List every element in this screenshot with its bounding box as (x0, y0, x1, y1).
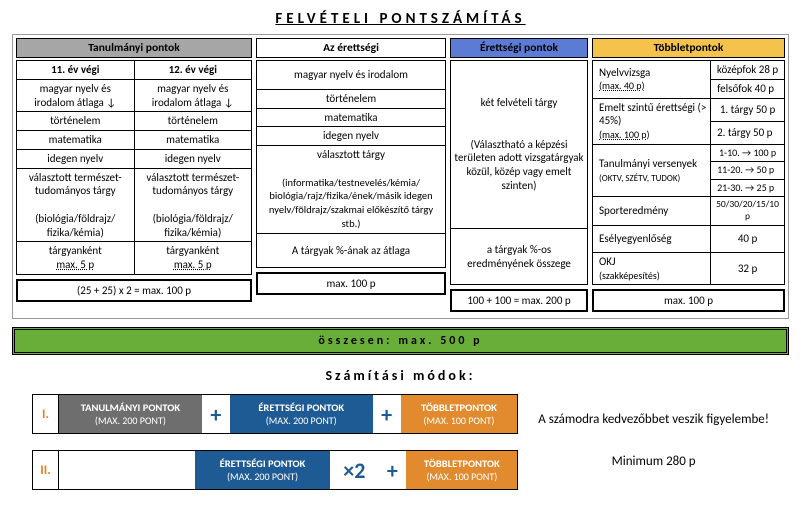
total-bar: összesen: max. 500 p (12, 327, 789, 355)
foot-tobb: max. 100 p (592, 289, 785, 312)
times-icon: ×2 (330, 451, 378, 489)
calc-area: I. TANULMÁNYI PONTOK(MAX. 200 PONT) + ÉR… (12, 394, 789, 516)
calc-title: Számítási módok: (12, 367, 789, 384)
table-tobb: Nyelvvizsga(max. 40 p)középfok 28 p fels… (592, 60, 785, 285)
foot-tanul: (25 + 25) x 2 = max. 100 p (16, 279, 252, 302)
calc-row-1: I. TANULMÁNYI PONTOK(MAX. 200 PONT) + ÉR… (32, 394, 518, 434)
row-number-1: I. (33, 395, 59, 433)
col-12: 12. év végi (134, 61, 252, 80)
plus-icon: + (378, 451, 406, 489)
page-title: FELVÉTELI PONTSZÁMÍTÁS (12, 10, 789, 28)
foot-erett: max. 100 p (256, 272, 446, 295)
header-tanulmanyi: Tanulmányi pontok (16, 38, 252, 58)
foot-erettp: 100 + 100 = max. 200 p (450, 289, 588, 312)
calc-row-2: II. ÉRETTSÉGI PONTOK(MAX. 200 PONT) ×2 +… (32, 450, 518, 490)
table-erett: magyar nyelv és irodalom történelem mate… (256, 60, 446, 268)
table-tanul: 11. év végi12. év végi magyar nyelv és i… (16, 60, 252, 275)
table-erettp: két felvételi tárgy(Választható a képzés… (450, 60, 588, 285)
points-grid: Tanulmányi pontok 11. év végi12. év végi… (12, 34, 789, 319)
note-text: A számodra kedvezőbbet veszik figyelembe… (538, 394, 769, 506)
row-number-2: II. (33, 451, 59, 489)
col-11: 11. év végi (17, 61, 135, 80)
header-erettsegi: Az érettségi (256, 38, 446, 58)
plus-icon: + (202, 395, 230, 433)
plus-icon: + (373, 395, 401, 433)
header-erettp: Érettségi pontok (450, 38, 588, 58)
header-tobb: Többletpontok (592, 38, 785, 58)
